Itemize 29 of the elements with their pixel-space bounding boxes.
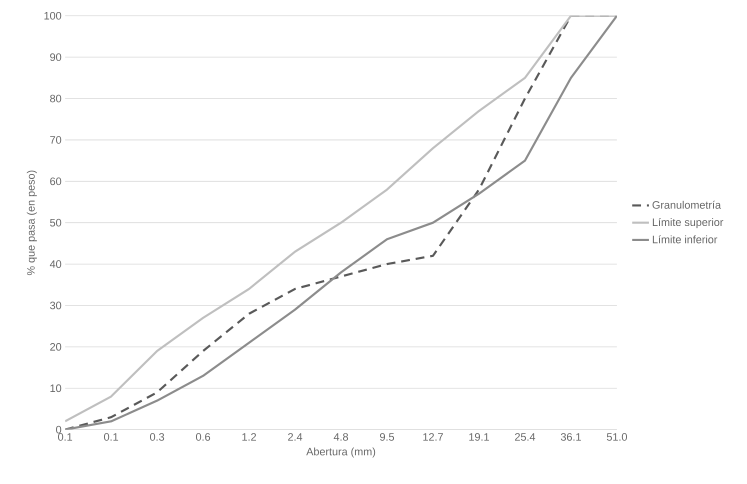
x-tick-label: 0.6 bbox=[196, 433, 210, 441]
y-tick-label: 100 bbox=[44, 12, 62, 20]
x-axis-title: Abertura (mm) bbox=[306, 448, 376, 458]
y-tick-label: 20 bbox=[50, 343, 62, 351]
y-tick-label: 30 bbox=[50, 302, 62, 310]
legend-label: Límite superior bbox=[652, 218, 724, 228]
x-tick-label: 0.1 bbox=[58, 433, 72, 441]
y-tick-label: 80 bbox=[50, 94, 62, 102]
x-tick-label: 25.4 bbox=[514, 433, 536, 441]
x-tick-label: 19.1 bbox=[469, 433, 489, 441]
x-tick-label: 4.8 bbox=[334, 433, 348, 441]
x-tick-label: 51.0 bbox=[606, 433, 628, 441]
y-tick-label: 70 bbox=[50, 136, 62, 144]
y-tick-label: 50 bbox=[50, 218, 62, 227]
x-tick-label: 1.2 bbox=[242, 433, 256, 441]
y-tick-label: 40 bbox=[50, 260, 62, 268]
y-tick-label: 90 bbox=[50, 53, 62, 62]
y-tick-label: 0 bbox=[56, 426, 62, 434]
legend-label: Límite inferior bbox=[652, 235, 718, 244]
x-tick-label: 0.3 bbox=[150, 433, 164, 441]
y-tick-label: 10 bbox=[50, 384, 62, 392]
legend-label: Granulometría bbox=[652, 200, 722, 209]
x-tick-label: 36.1 bbox=[560, 433, 581, 441]
x-tick-label: 12.7 bbox=[423, 433, 443, 441]
x-tick-label: 9.5 bbox=[380, 433, 394, 441]
x-tick-label: 0.1 bbox=[104, 433, 118, 441]
y-axis-title: % que pasa (en peso) bbox=[26, 170, 37, 276]
y-tick-label: 60 bbox=[50, 178, 62, 186]
x-tick-label: 2.4 bbox=[288, 433, 302, 441]
